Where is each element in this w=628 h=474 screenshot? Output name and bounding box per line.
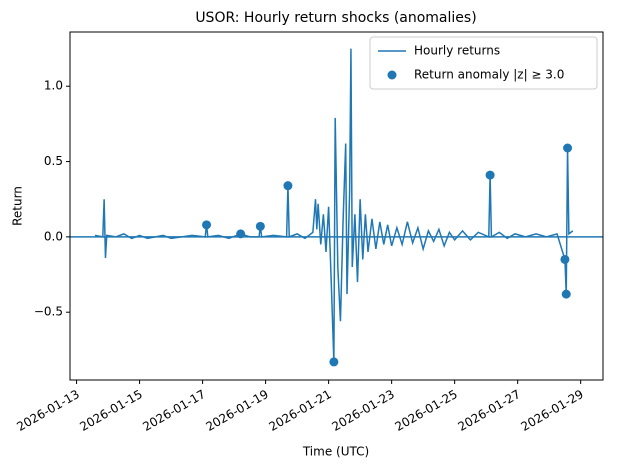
x-tick-label: 2026-01-19 xyxy=(203,387,270,434)
legend-label: Return anomaly |z| ≥ 3.0 xyxy=(414,68,564,82)
x-tick-label: 2026-01-27 xyxy=(456,387,523,434)
anomaly-point xyxy=(255,221,265,231)
x-tick-label: 2026-01-29 xyxy=(519,387,586,434)
y-tick-label: 1.0 xyxy=(44,79,63,93)
x-axis-label: Time (UTC) xyxy=(302,445,369,459)
x-tick-label: 2026-01-13 xyxy=(14,387,81,434)
anomaly-point xyxy=(560,254,570,264)
anomaly-point xyxy=(283,181,293,191)
y-tick-label: 0.5 xyxy=(44,154,63,168)
x-tick-label: 2026-01-23 xyxy=(329,387,396,434)
anomaly-point xyxy=(202,220,212,230)
x-tick-label: 2026-01-21 xyxy=(266,387,333,434)
legend-label: Hourly returns xyxy=(414,44,500,58)
anomaly-point xyxy=(485,170,495,180)
x-tick-label: 2026-01-25 xyxy=(392,387,459,434)
y-tick-label: 0.0 xyxy=(44,229,63,243)
anomaly-point xyxy=(236,229,246,239)
legend-swatch xyxy=(387,70,397,80)
anomaly-point xyxy=(561,289,571,299)
plot-frame xyxy=(69,31,604,381)
legend-box xyxy=(369,36,598,90)
anomaly-point xyxy=(563,143,573,153)
y-axis-label: Return xyxy=(11,186,25,226)
anomaly-point xyxy=(329,357,339,367)
line-series xyxy=(94,48,574,362)
x-tick-label: 2026-01-15 xyxy=(77,387,144,434)
x-tick-label: 2026-01-17 xyxy=(140,387,207,434)
chart-title: USOR: Hourly return shocks (anomalies) xyxy=(195,10,476,26)
y-tick-label: −0.5 xyxy=(34,305,63,319)
